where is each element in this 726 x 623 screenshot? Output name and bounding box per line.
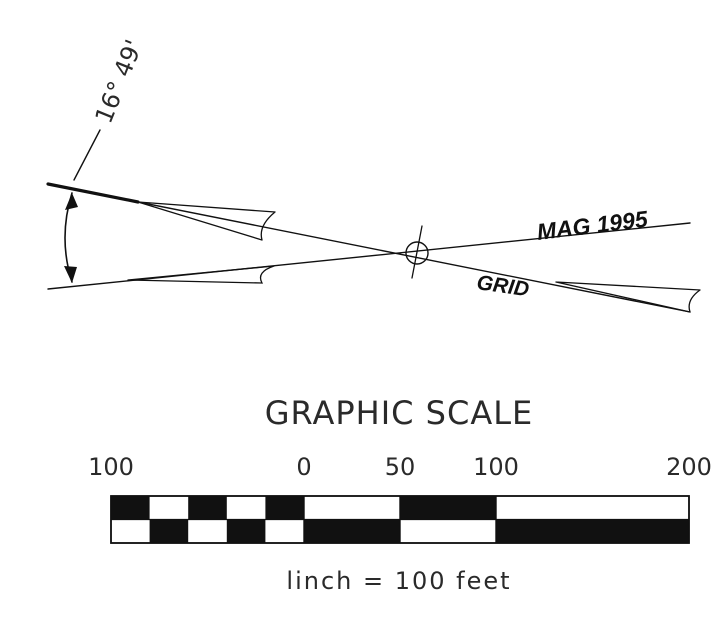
center-target <box>405 241 429 265</box>
angle-leader-line <box>73 129 101 181</box>
scale-cell <box>111 496 150 520</box>
magnetic-line <box>47 183 691 313</box>
scale-title: GRAPHIC SCALE <box>265 394 534 432</box>
scale-tick-label: 100 <box>473 453 519 481</box>
scale-cell <box>149 519 189 543</box>
mag-arrow-feather <box>137 201 276 241</box>
grid-arrow-feather <box>127 265 275 284</box>
scale-cell <box>496 519 689 543</box>
angle-label: 16° 49' <box>90 36 149 127</box>
scale-cell <box>188 496 227 520</box>
angle-arc-arrow-top <box>65 193 78 210</box>
center-cross-vertical <box>411 225 423 279</box>
angle-arc-arrow-bottom <box>64 266 77 283</box>
declination-diagram <box>46 129 701 313</box>
scale-tick-label: 0 <box>296 453 311 481</box>
scale-cell <box>400 496 496 520</box>
scale-tick-labels: 100 0 50 100 200 <box>88 453 712 481</box>
scale-tick-label: 50 <box>385 453 416 481</box>
scale-tick-label: 100 <box>88 453 134 481</box>
scale-cell <box>226 519 266 543</box>
scale-bar <box>110 495 690 544</box>
grid-label: GRID <box>475 271 530 301</box>
scale-bar-outline <box>110 495 690 544</box>
mag-label: MAG 1995 <box>535 205 650 245</box>
scale-tick-label: 200 <box>666 453 712 481</box>
scale-cell <box>265 496 304 520</box>
scale-cell <box>304 519 400 543</box>
magnetic-line-heavy-end <box>46 182 140 204</box>
scale-caption: linch = 100 feet <box>286 567 511 595</box>
mag-arrowhead-right <box>555 281 701 313</box>
